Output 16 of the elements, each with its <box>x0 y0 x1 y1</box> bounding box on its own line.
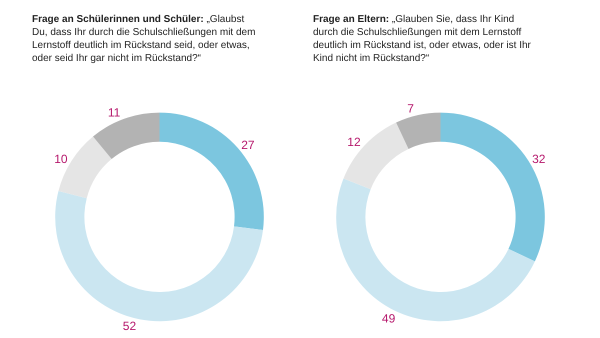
data-label: 27 <box>241 138 255 152</box>
donut-slice <box>336 178 535 322</box>
donut-slice <box>344 122 409 190</box>
donut-slice <box>160 112 264 230</box>
data-label: 52 <box>122 319 136 334</box>
donut-slice <box>440 112 545 262</box>
chart-title: Frage an Eltern: <box>313 14 390 25</box>
data-label: 12 <box>347 135 361 150</box>
chart-title: Frage an Schülerinnen und Schüler: <box>32 14 204 25</box>
data-label: 10 <box>54 152 68 166</box>
donut-slice <box>396 112 440 149</box>
donut-slice <box>55 190 263 322</box>
data-label: 7 <box>407 101 414 116</box>
data-label: 11 <box>108 106 121 120</box>
data-label: 49 <box>382 312 396 326</box>
data-label: 32 <box>532 152 546 166</box>
